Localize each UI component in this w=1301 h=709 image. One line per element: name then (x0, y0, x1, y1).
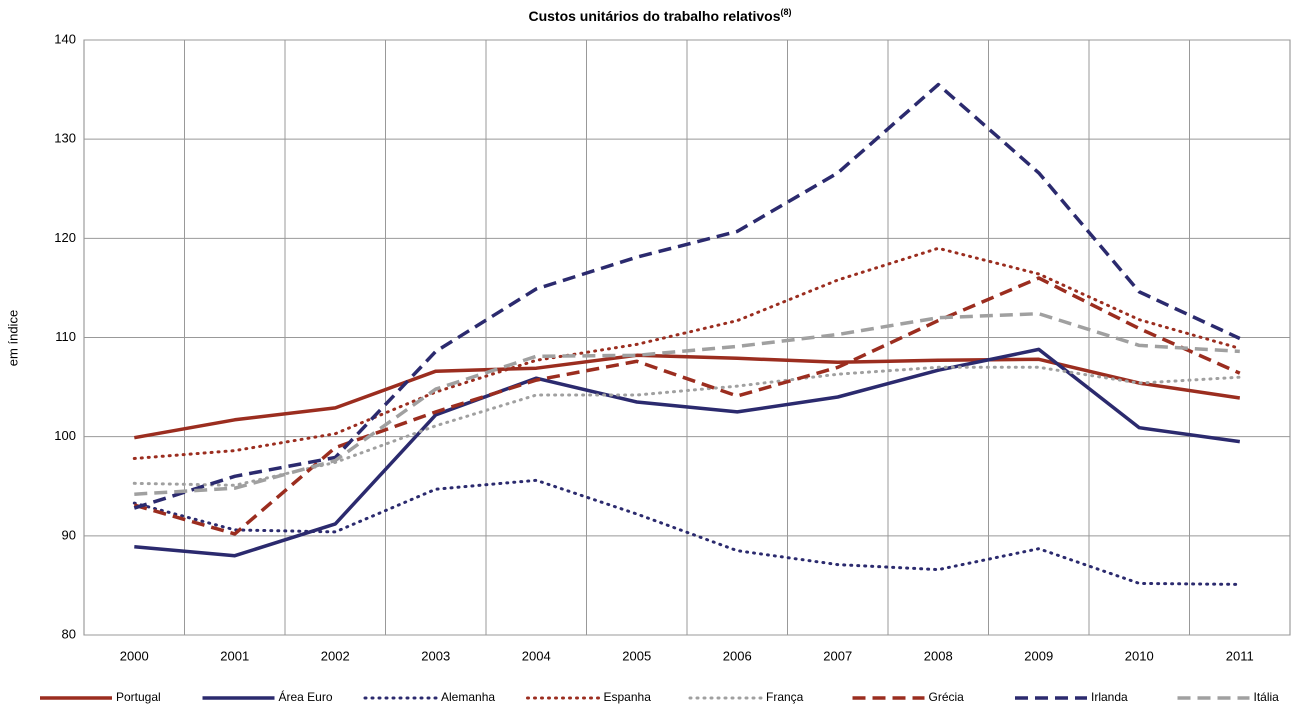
legend-label: Espanha (604, 690, 652, 704)
legend-label: França (766, 690, 804, 704)
x-tick-label: 2006 (723, 648, 752, 663)
legend-label: Alemanha (441, 690, 495, 704)
x-tick-label: 2002 (321, 648, 350, 663)
y-tick-label: 140 (54, 31, 76, 46)
y-axis-label: em índice (5, 310, 20, 366)
y-tick-label: 120 (54, 230, 76, 245)
y-tick-label: 110 (55, 329, 76, 344)
y-tick-label: 90 (62, 527, 76, 542)
x-tick-label: 2005 (622, 648, 651, 663)
legend-label: Portugal (116, 690, 161, 704)
chart-title-group: Custos unitários do trabalho relativos(8… (528, 7, 791, 23)
series-line (132, 365, 1242, 487)
x-tick-label: 2011 (1226, 648, 1254, 663)
series-line (132, 246, 1242, 460)
x-tick-label: 2008 (924, 648, 953, 663)
y-tick-label: 100 (54, 428, 76, 443)
legend-label: Área Euro (279, 689, 333, 704)
x-tick-label: 2009 (1024, 648, 1053, 663)
series-line (134, 311, 1240, 496)
legend-label: Itália (1254, 690, 1280, 704)
x-tick-label: 2007 (823, 648, 852, 663)
x-tick-label: 2003 (421, 648, 450, 663)
x-tick-label: 2004 (522, 648, 551, 663)
y-tick-label: 80 (62, 626, 76, 641)
series-line (133, 82, 1241, 510)
x-tick-label: 2010 (1125, 648, 1154, 663)
chart-title: Custos unitários do trabalho relativos (528, 8, 780, 24)
series-line (132, 478, 1242, 586)
series-line (133, 276, 1241, 536)
title-superscript: (8) (781, 7, 792, 17)
x-tick-label: 2001 (220, 648, 249, 663)
legend-label: Irlanda (1091, 690, 1128, 704)
series-line (134, 347, 1241, 558)
x-tick-label: 2000 (120, 648, 149, 663)
y-tick-label: 130 (54, 131, 76, 146)
legend-label: Grécia (929, 690, 965, 704)
